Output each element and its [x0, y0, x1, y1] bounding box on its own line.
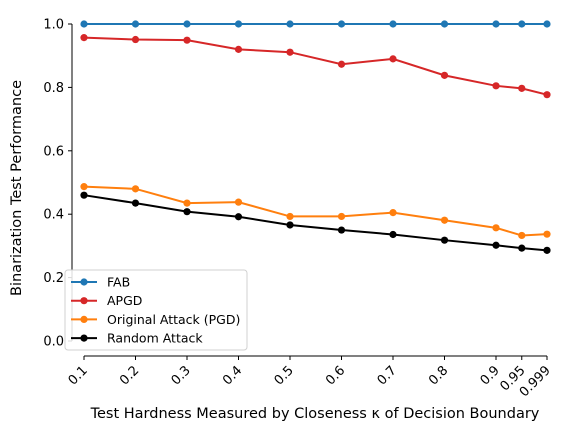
series-layer: [80, 20, 551, 254]
legend-entry-label: Original Attack (PGD): [107, 312, 240, 327]
y-tick-label: 0.6: [43, 144, 64, 159]
data-point: [492, 82, 500, 90]
data-point: [543, 91, 551, 99]
data-point: [183, 199, 191, 207]
data-point: [337, 20, 346, 28]
x-tick-label: 0.5: [272, 363, 297, 388]
data-point: [389, 20, 397, 28]
data-point: [80, 191, 88, 199]
chart-legend: FAB APGD Original Attack (PGD) Random Attac…: [64, 269, 248, 351]
x-tick-label: 0.3: [169, 363, 194, 388]
series-line: [83, 36, 548, 96]
data-point: [440, 71, 449, 79]
data-point: [543, 230, 551, 238]
data-point: [80, 183, 88, 191]
x-tick-label: 0.1: [66, 363, 91, 388]
data-point: [518, 231, 526, 240]
data-point: [80, 34, 88, 42]
data-point: [131, 35, 140, 44]
y-tick-label: 0.8: [43, 81, 64, 96]
data-point: [234, 213, 243, 221]
legend-marker: [80, 334, 88, 342]
data-point: [286, 221, 294, 229]
data-point: [543, 246, 551, 254]
data-point: [337, 60, 346, 68]
data-point: [234, 198, 243, 206]
data-point: [286, 212, 294, 221]
legend-entry-label: APGD: [107, 293, 142, 308]
data-point: [131, 199, 140, 207]
data-point: [80, 20, 88, 28]
data-point: [440, 216, 449, 224]
data-point: [389, 209, 397, 217]
series-line: [83, 194, 548, 252]
data-point: [286, 20, 294, 28]
legend-entry-label: Random Attack: [107, 331, 203, 346]
data-point: [286, 48, 294, 56]
data-point: [337, 212, 346, 221]
y-axis-label: Binarization Test Performance: [9, 80, 25, 296]
y-tick-label: 0.2: [43, 271, 64, 286]
data-point: [183, 20, 191, 28]
data-point: [518, 20, 526, 28]
data-point: [234, 45, 243, 53]
y-tick-label: 0.0: [43, 335, 64, 350]
x-tick-label: 0.7: [375, 363, 400, 388]
data-point: [543, 20, 551, 28]
x-tick-label: 0.4: [220, 363, 245, 388]
data-point: [389, 230, 397, 239]
x-tick-label: 0.6: [323, 363, 348, 388]
legend-marker: [80, 278, 88, 286]
data-point: [234, 20, 243, 28]
x-tick-label: 0.2: [117, 363, 142, 388]
y-tick-label: 0.4: [43, 208, 64, 223]
legend-entry-label: FAB: [107, 275, 130, 290]
data-point: [131, 20, 140, 28]
data-point: [492, 241, 500, 249]
data-point: [440, 20, 449, 28]
data-point: [440, 236, 449, 244]
data-point: [518, 244, 526, 252]
data-point: [518, 84, 526, 92]
legend-box: [64, 269, 248, 351]
data-point: [389, 55, 397, 63]
legend-marker: [80, 297, 88, 305]
data-point: [183, 36, 191, 44]
legend-marker: [80, 315, 88, 323]
data-point: [131, 185, 140, 193]
x-tick-label: 0.8: [426, 363, 451, 388]
x-axis-label: Test Hardness Measured by Closeness κ of…: [90, 406, 540, 422]
data-point: [492, 224, 500, 232]
data-point: [337, 226, 346, 234]
data-point: [183, 208, 191, 216]
data-point: [492, 20, 500, 28]
y-tick-label: 1.0: [43, 18, 64, 33]
